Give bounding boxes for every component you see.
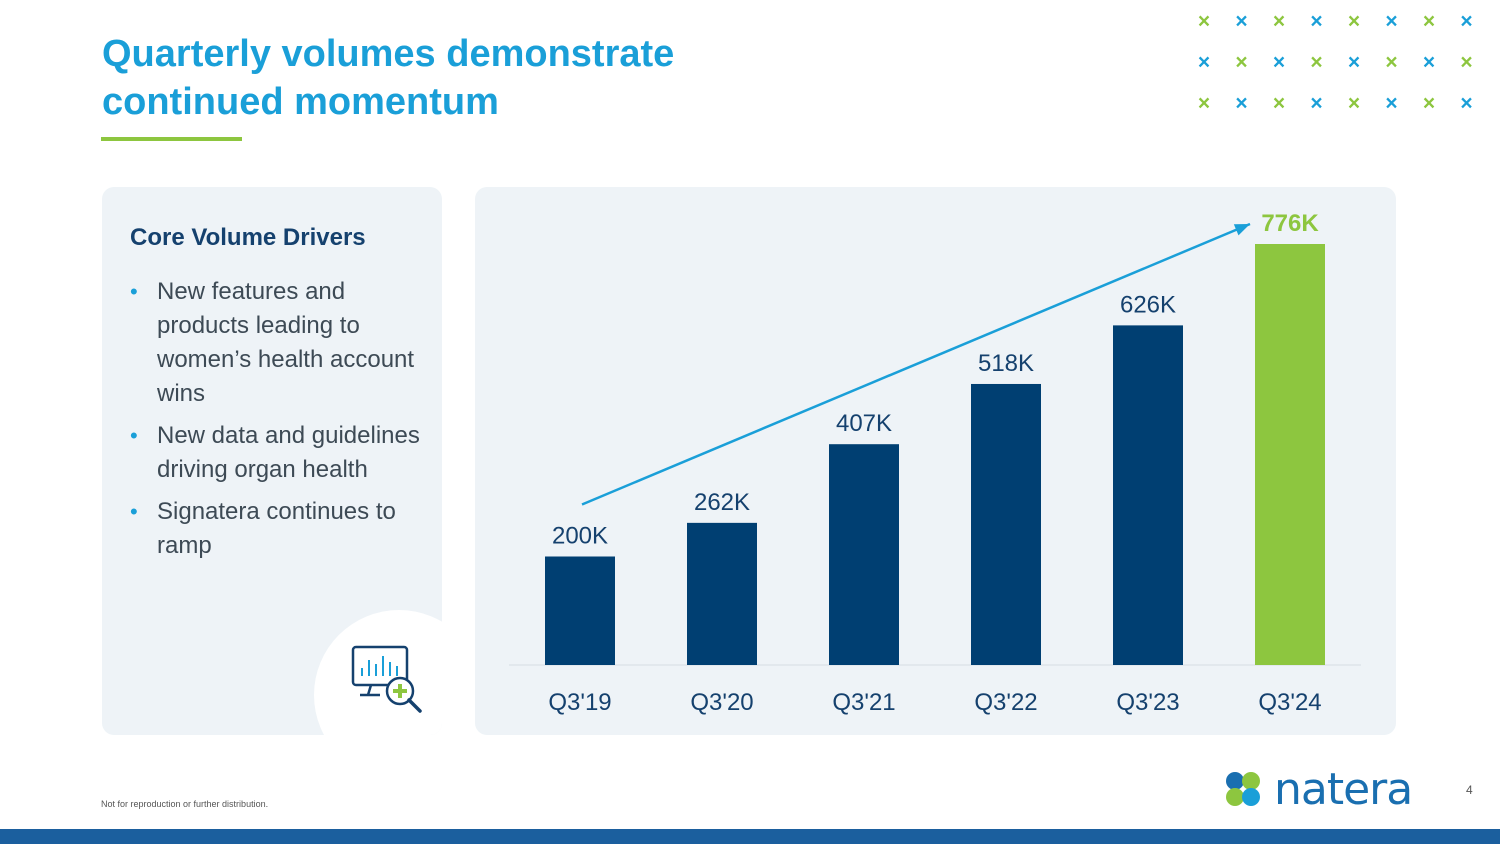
bullet-icon: • <box>130 423 138 448</box>
driver-item: • New data and guidelines driving organ h… <box>130 419 430 487</box>
monitor-chart-add-icon <box>351 645 422 713</box>
decorative-x-icon: × <box>1385 92 1398 115</box>
decorative-x-icon: × <box>1272 10 1286 33</box>
decorative-x-icon: × <box>1347 51 1361 74</box>
decorative-x-icon: × <box>1235 92 1248 115</box>
decorative-x-icon: × <box>1460 51 1473 74</box>
x-tick-label: Q3'19 <box>548 689 611 716</box>
bar-Q3'20 <box>687 522 757 665</box>
bullet-icon: • <box>130 279 138 304</box>
decorative-x-icon: × <box>1235 51 1248 74</box>
page-number: 4 <box>1466 783 1473 797</box>
x-tick-label: Q3'23 <box>1116 689 1179 716</box>
data-label: 200K <box>552 522 608 549</box>
decorative-x-icon: × <box>1310 51 1323 74</box>
drivers-panel: Core Volume Drivers • New features and pr… <box>102 187 442 735</box>
bar-Q3'24 <box>1255 244 1325 665</box>
x-tick-label: Q3'20 <box>690 689 753 716</box>
data-label: 407K <box>836 410 892 437</box>
decorative-x-icon: × <box>1422 10 1436 33</box>
drivers-list: • New features and products leading to wo… <box>130 275 430 571</box>
bar-Q3'19 <box>545 556 615 665</box>
driver-item: • New features and products leading to wo… <box>130 275 430 411</box>
decorative-x-icon: × <box>1272 92 1286 115</box>
data-label: 518K <box>978 350 1034 377</box>
decorative-x-icon: × <box>1235 10 1248 33</box>
x-tick-label: Q3'22 <box>974 689 1037 716</box>
decorative-x-icon: × <box>1197 51 1211 74</box>
bar-Q3'21 <box>829 444 899 665</box>
title-line-2: continued momentum <box>102 81 499 123</box>
title-underline <box>101 137 242 141</box>
trend-arrow-line <box>581 222 1251 506</box>
decorative-x-icon: × <box>1197 10 1211 33</box>
decorative-x-icon: × <box>1347 92 1361 115</box>
decorative-x-icon: × <box>1310 10 1323 33</box>
x-tick-label: Q3'24 <box>1258 689 1321 716</box>
decorative-x-icon: × <box>1197 92 1211 115</box>
decorative-x-icon: × <box>1272 51 1286 74</box>
x-tick-label: Q3'21 <box>832 689 895 716</box>
decorative-x-icon: × <box>1422 51 1436 74</box>
natera-logo: natera <box>1222 764 1422 815</box>
decorative-x-icon: × <box>1385 51 1398 74</box>
driver-item: • Signatera continues to ramp <box>130 495 430 563</box>
data-label: 626K <box>1120 291 1176 318</box>
natera-logo-icon <box>1226 772 1260 806</box>
decorative-x-icon: × <box>1422 92 1436 115</box>
volume-bar-chart: 200K Q3'19 262K Q3'20 407K Q3'21 518K Q3'22 626K… <box>509 210 1361 716</box>
bullet-icon: • <box>130 499 138 524</box>
decorative-x-icon: × <box>1460 92 1473 115</box>
data-label: 262K <box>694 489 750 516</box>
decorative-x-icon: × <box>1310 92 1323 115</box>
driver-item-text: Signatera continues to ramp <box>157 498 396 559</box>
title-line-1: Quarterly volumes demonstrate <box>102 33 675 75</box>
driver-item-text: New data and guidelines driving organ he… <box>157 422 420 483</box>
bar-Q3'22 <box>971 383 1041 665</box>
footer-note: Not for reproduction or further distribu… <box>101 799 269 809</box>
driver-item-text: New features and products leading to wom… <box>157 278 415 407</box>
slide-title: Quarterly volumes demonstrate continued … <box>102 30 802 126</box>
decorative-x-pattern: × × × × × × × × × × × × × × × × × × × × × × × × <box>1192 10 1492 122</box>
chart-panel: 200K Q3'19 262K Q3'20 407K Q3'21 518K Q3'22 626K… <box>475 187 1396 735</box>
drivers-heading: Core Volume Drivers <box>130 224 366 251</box>
decorative-x-icon: × <box>1347 10 1361 33</box>
bar-Q3'23 <box>1113 325 1183 665</box>
decorative-x-icon: × <box>1460 10 1473 33</box>
bottom-bar <box>0 829 1500 844</box>
trend-arrow-head-icon <box>1233 224 1250 236</box>
logo-text: natera <box>1274 764 1413 815</box>
decorative-x-icon: × <box>1385 10 1398 33</box>
data-label: 776K <box>1261 210 1319 237</box>
